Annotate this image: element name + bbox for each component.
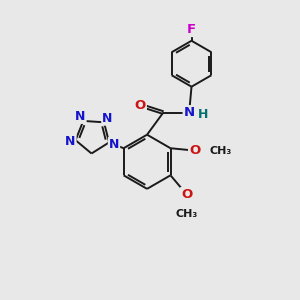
Text: F: F [187, 23, 196, 36]
Text: CH₃: CH₃ [210, 146, 232, 156]
Text: H: H [198, 109, 208, 122]
Text: N: N [75, 110, 85, 123]
Text: O: O [181, 188, 192, 201]
Text: O: O [135, 99, 146, 112]
Text: CH₃: CH₃ [176, 208, 198, 219]
Text: N: N [102, 112, 112, 125]
Text: O: O [189, 144, 200, 157]
Text: N: N [109, 138, 119, 151]
Text: N: N [65, 135, 76, 148]
Text: N: N [184, 106, 195, 119]
